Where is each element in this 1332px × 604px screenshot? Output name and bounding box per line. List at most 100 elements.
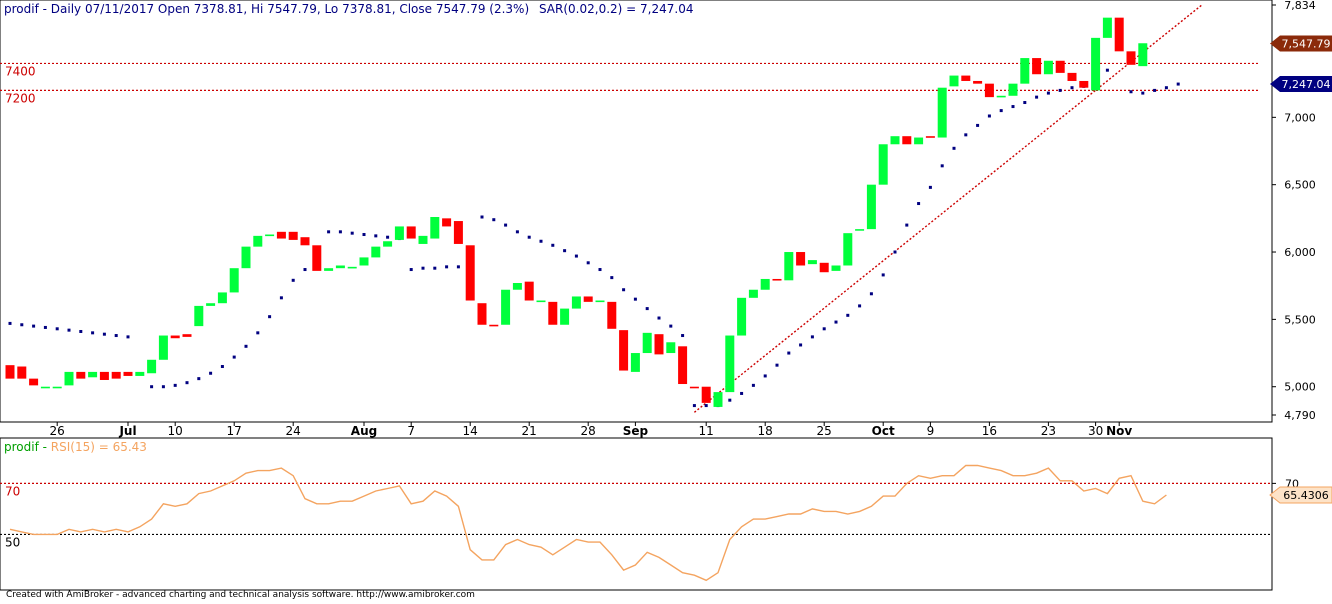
date-axis: 26 Jul 10 17 24 Aug 7 14 21 28 Sep 11 18 25 Oct 9 16 23 30… xyxy=(50,422,1132,438)
sar-dot xyxy=(527,235,531,239)
candle xyxy=(453,221,463,244)
candle xyxy=(182,334,192,337)
sar-dot xyxy=(20,323,24,327)
sar-dot xyxy=(279,296,283,300)
sar-dot xyxy=(173,383,177,387)
price-header-text: prodif - Daily 07/11/2017 Open 7378.81, … xyxy=(4,2,529,16)
sar-dot xyxy=(881,273,885,277)
candle xyxy=(430,217,440,239)
candle xyxy=(772,278,782,281)
level-label-7400: 7400 xyxy=(5,64,36,78)
sar-dot xyxy=(55,327,59,331)
candle xyxy=(524,281,534,301)
y-tick-label: 7,000 xyxy=(1284,111,1316,124)
candle xyxy=(689,386,699,389)
candle xyxy=(630,353,640,372)
sar-dot xyxy=(350,231,354,235)
candle xyxy=(206,303,216,306)
candle xyxy=(276,231,286,239)
sar-dot xyxy=(539,239,543,243)
x-tick-label: 16 xyxy=(982,424,997,438)
candle xyxy=(1126,51,1136,65)
y-tick-label: 4,790 xyxy=(1284,409,1316,422)
x-tick-label: Oct xyxy=(872,424,895,438)
candle xyxy=(1138,43,1148,67)
candle xyxy=(642,332,652,354)
candle xyxy=(418,235,428,244)
sar-dot xyxy=(869,292,873,296)
sar-dot xyxy=(303,268,307,272)
sar-dot xyxy=(905,223,909,227)
rsi-level-label-50: 50 xyxy=(5,535,20,549)
candle xyxy=(29,378,39,386)
last-close-tag: 7,547.79 xyxy=(1270,35,1332,52)
x-tick-label: 9 xyxy=(927,424,935,438)
candle xyxy=(701,386,711,403)
sar-dot xyxy=(102,332,106,336)
candle xyxy=(890,136,900,145)
candle xyxy=(442,218,452,227)
candle xyxy=(300,237,310,246)
sar-dot xyxy=(362,233,366,237)
candle xyxy=(666,342,676,354)
sar-dot xyxy=(940,164,944,168)
candle xyxy=(796,252,806,266)
sar-dot xyxy=(846,313,850,317)
candle xyxy=(64,371,74,386)
sar-dot xyxy=(787,351,791,355)
candle xyxy=(512,283,522,290)
sar-dot xyxy=(67,328,71,332)
rsi-panel xyxy=(0,437,1273,591)
sar-dot xyxy=(622,288,626,292)
candle xyxy=(831,265,841,271)
sar-dot xyxy=(1164,86,1168,90)
sar-dot xyxy=(220,365,224,369)
candle xyxy=(312,245,322,271)
candle xyxy=(996,95,1006,98)
candle xyxy=(1079,80,1089,88)
candle xyxy=(1091,37,1101,91)
sar-dot xyxy=(740,391,744,395)
last-close-tag-text: 7,547.79 xyxy=(1282,38,1331,51)
sar-dot xyxy=(8,321,12,325)
x-tick-label: 10 xyxy=(168,424,183,438)
y-tick-label: 5,500 xyxy=(1284,313,1316,326)
y-tick-label: 6,000 xyxy=(1284,246,1316,259)
sar-dot xyxy=(79,329,83,333)
candle xyxy=(961,75,971,81)
sar-dot xyxy=(574,254,578,258)
candle xyxy=(619,330,629,371)
rsi-header: prodif - RSI(15) = 65.43 xyxy=(4,440,147,454)
candle xyxy=(560,308,570,325)
candle xyxy=(878,144,888,185)
sar-dot xyxy=(858,304,862,308)
candle xyxy=(925,136,935,138)
sar-dot xyxy=(185,381,189,385)
rsi-header-value: RSI(15) = 65.43 xyxy=(51,440,147,454)
candle xyxy=(158,335,168,360)
x-tick-label: 7 xyxy=(407,424,415,438)
x-tick-label: 14 xyxy=(463,424,478,438)
candle xyxy=(1020,58,1030,84)
sar-dot xyxy=(421,266,425,270)
sar-dot xyxy=(810,335,814,339)
sar-dot xyxy=(244,344,248,348)
sar-dot xyxy=(492,218,496,222)
candle xyxy=(253,235,263,247)
sar-dot xyxy=(197,377,201,381)
rsi-header-prefix: prodif - xyxy=(4,440,51,454)
rsi-last-tag: 65.4306 xyxy=(1269,486,1332,504)
x-tick-label: 18 xyxy=(758,424,773,438)
candle xyxy=(902,136,912,145)
sar-dot xyxy=(551,243,555,247)
rsi-level-label-70: 70 xyxy=(5,484,20,498)
x-tick-label: 17 xyxy=(227,424,242,438)
sar-dot xyxy=(586,261,590,265)
candle xyxy=(501,289,511,325)
candle xyxy=(914,137,924,145)
candle xyxy=(973,80,983,84)
y-tick-label: 6,500 xyxy=(1284,179,1316,192)
sar-dot xyxy=(1176,82,1180,86)
sar-dot xyxy=(91,331,95,335)
candle xyxy=(536,300,546,303)
